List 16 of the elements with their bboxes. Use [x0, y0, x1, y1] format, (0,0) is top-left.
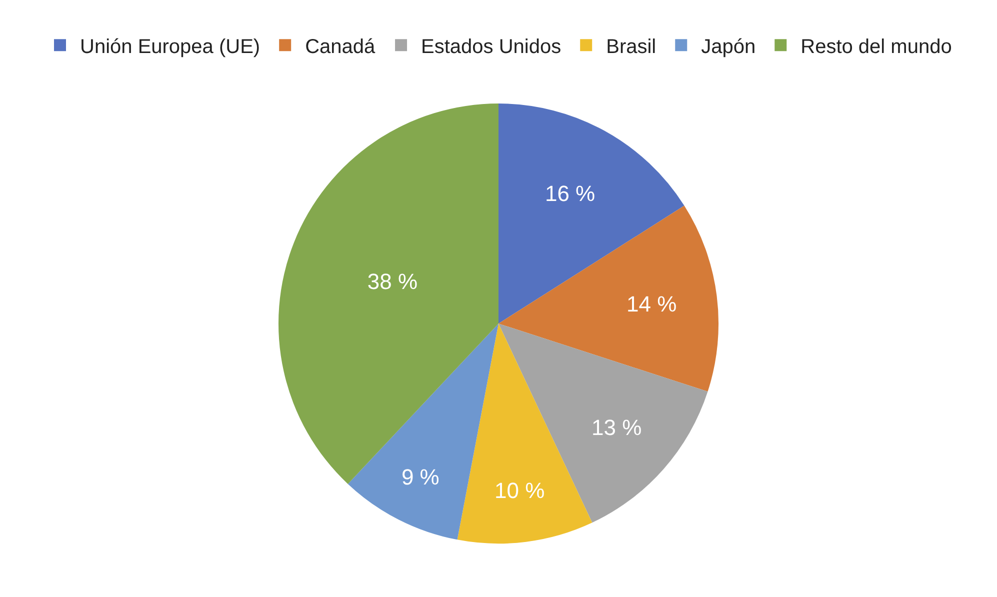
data-label: 14 %	[626, 292, 677, 317]
legend-label: Japón	[701, 36, 756, 58]
data-label: 13 %	[592, 415, 642, 440]
data-label: 16 %	[544, 180, 596, 206]
pie-slice	[498, 206, 718, 392]
pie-slice	[457, 324, 592, 544]
legend-label: Estados Unidos	[421, 36, 562, 58]
legend-label: Unión Europea (UE)	[80, 36, 260, 58]
data-label: 38 %	[367, 269, 418, 294]
data-label: 9 %	[401, 464, 440, 490]
data-label: 10 %	[494, 478, 545, 503]
pie-slice	[498, 104, 684, 324]
pie-slice	[278, 104, 498, 484]
legend-label: Brasil	[606, 36, 656, 58]
legend-label: Canadá	[305, 36, 376, 58]
legend-label: Resto del mundo	[800, 36, 952, 58]
